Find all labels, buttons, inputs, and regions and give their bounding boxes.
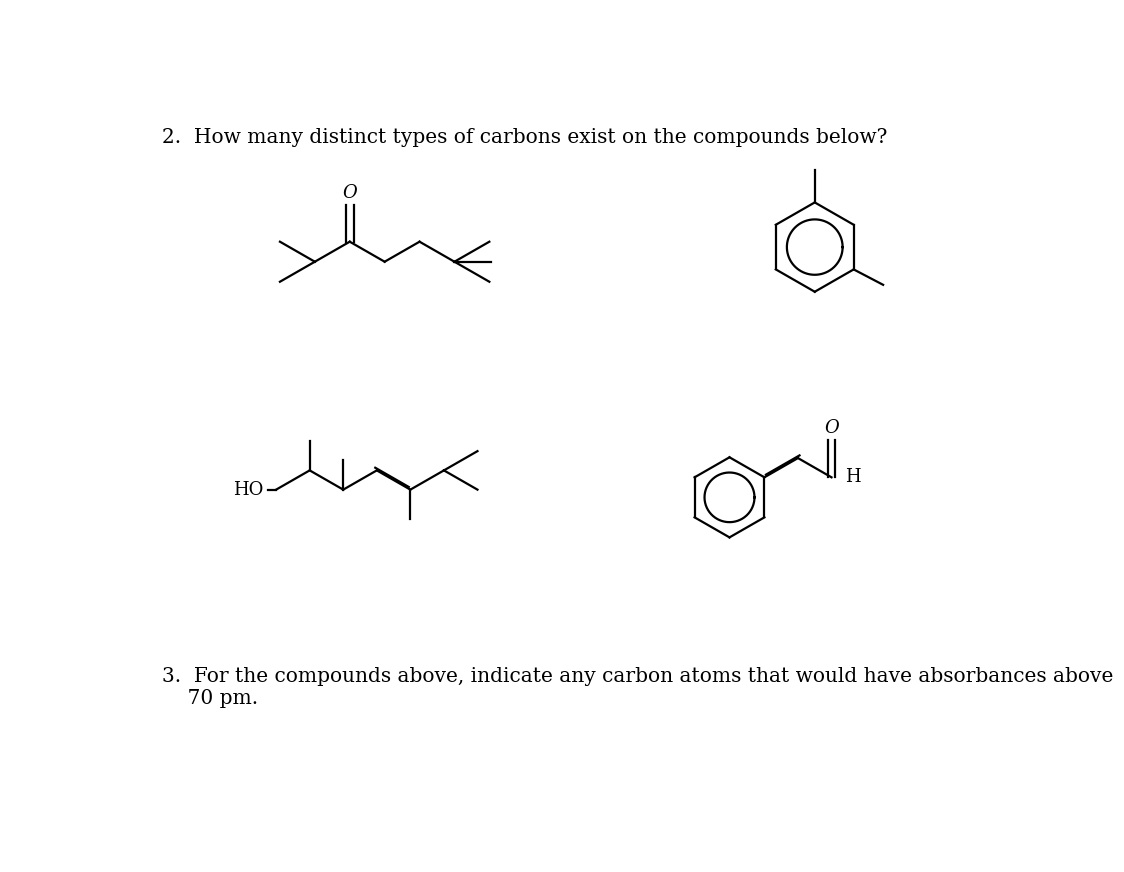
Text: 3.  For the compounds above, indicate any carbon atoms that would have absorbanc: 3. For the compounds above, indicate any… xyxy=(162,667,1114,708)
Text: HO: HO xyxy=(233,480,263,499)
Text: O: O xyxy=(343,184,357,201)
Text: O: O xyxy=(824,419,839,437)
Text: H: H xyxy=(845,468,861,487)
Text: 2.  How many distinct types of carbons exist on the compounds below?: 2. How many distinct types of carbons ex… xyxy=(162,127,888,146)
